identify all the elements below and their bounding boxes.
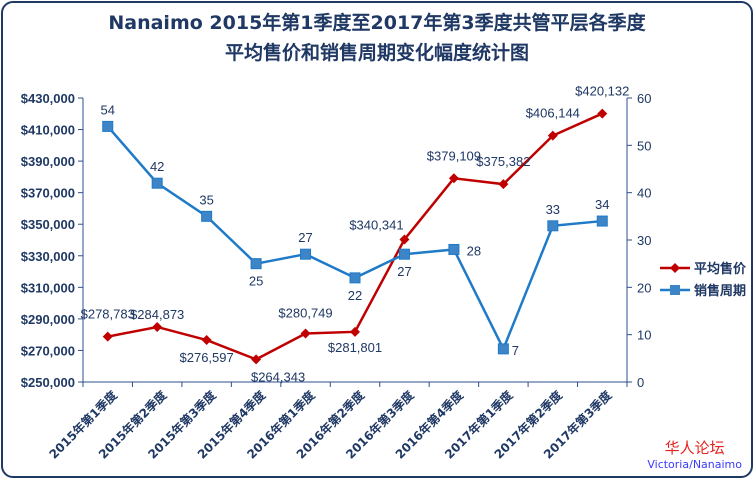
price-data-label: $276,597 bbox=[180, 350, 234, 365]
price-marker bbox=[399, 234, 410, 245]
price-marker bbox=[350, 326, 360, 337]
price-marker bbox=[201, 335, 212, 346]
legend-marker bbox=[670, 285, 680, 295]
title-line-2: 平均售价和销售周期变化幅度统计图 bbox=[224, 42, 529, 64]
cycle-marker bbox=[547, 220, 559, 232]
cycle-data-label: 7 bbox=[512, 343, 519, 358]
legend-marker bbox=[670, 263, 680, 273]
price-marker bbox=[597, 108, 608, 119]
cycle-data-label: 35 bbox=[199, 192, 213, 207]
price-marker bbox=[152, 321, 163, 332]
cycle-marker bbox=[497, 343, 509, 355]
cycle-data-label: 27 bbox=[397, 264, 411, 279]
left-tick-label: $430,000 bbox=[21, 91, 75, 106]
price-data-label: $375,382 bbox=[476, 154, 530, 169]
price-data-label: $379,109 bbox=[427, 148, 481, 163]
price-data-label: $284,873 bbox=[130, 307, 184, 322]
legend-label: 销售周期 bbox=[694, 283, 746, 299]
cycle-data-label: 22 bbox=[348, 288, 362, 303]
cycle-marker bbox=[349, 272, 361, 284]
price-marker bbox=[102, 331, 113, 342]
watermark-en: Victoria/Nanaimo bbox=[647, 458, 742, 471]
left-tick-label: $270,000 bbox=[21, 343, 75, 358]
price-marker bbox=[300, 328, 311, 339]
legend-label: 平均售价 bbox=[694, 261, 747, 277]
cycle-marker bbox=[151, 177, 163, 189]
cycle-marker bbox=[201, 210, 213, 222]
cycle-marker bbox=[300, 248, 312, 260]
price-marker bbox=[498, 179, 509, 190]
watermark: 华人论坛 Victoria/Nanaimo bbox=[647, 437, 742, 471]
price-marker bbox=[547, 130, 558, 141]
price-marker bbox=[251, 354, 262, 365]
price-data-label: $420,132 bbox=[575, 84, 629, 99]
cycle-marker bbox=[102, 120, 114, 132]
price-data-label: $340,341 bbox=[349, 217, 403, 232]
cycle-data-label: 54 bbox=[100, 102, 114, 117]
cycle-data-label: 25 bbox=[249, 274, 263, 289]
right-tick-label: 60 bbox=[637, 91, 651, 106]
left-tick-label: $310,000 bbox=[21, 280, 75, 295]
price-data-label: $278,783 bbox=[81, 307, 135, 322]
price-data-label: $406,144 bbox=[526, 106, 580, 121]
left-tick-label: $250,000 bbox=[21, 375, 75, 390]
cycle-data-label: 28 bbox=[467, 243, 481, 258]
price-data-label: $264,343 bbox=[251, 369, 305, 384]
chart-title: Nanaimo 2015年第1季度至2017年第3季度共管平层各季度 平均售价和… bbox=[0, 8, 754, 68]
series-line-0 bbox=[107, 112, 603, 361]
cycle-marker bbox=[398, 248, 410, 260]
right-tick-label: 30 bbox=[637, 233, 651, 248]
left-tick-label: $290,000 bbox=[21, 312, 75, 327]
cycle-marker bbox=[596, 215, 608, 227]
left-tick-label: $410,000 bbox=[21, 123, 75, 138]
left-tick-label: $330,000 bbox=[21, 249, 75, 264]
right-tick-label: 10 bbox=[637, 328, 651, 343]
left-tick-label: $370,000 bbox=[21, 186, 75, 201]
price-marker bbox=[448, 173, 459, 184]
price-data-label: $280,749 bbox=[278, 305, 332, 320]
cycle-marker bbox=[250, 258, 262, 270]
cycle-data-label: 34 bbox=[595, 197, 609, 212]
watermark-cn: 华人论坛 bbox=[664, 439, 725, 457]
right-tick-label: 0 bbox=[637, 375, 644, 390]
left-tick-label: $390,000 bbox=[21, 154, 75, 169]
cycle-data-label: 33 bbox=[546, 202, 560, 217]
left-tick-label: $350,000 bbox=[21, 217, 75, 232]
right-tick-label: 50 bbox=[637, 138, 651, 153]
right-tick-label: 40 bbox=[637, 186, 651, 201]
cycle-data-label: 27 bbox=[298, 230, 312, 245]
right-tick-label: 20 bbox=[637, 280, 651, 295]
cycle-marker bbox=[448, 243, 460, 255]
price-data-label: $281,801 bbox=[328, 340, 382, 355]
cycle-data-label: 42 bbox=[150, 159, 164, 174]
title-line-1: Nanaimo 2015年第1季度至2017年第3季度共管平层各季度 bbox=[108, 12, 646, 34]
